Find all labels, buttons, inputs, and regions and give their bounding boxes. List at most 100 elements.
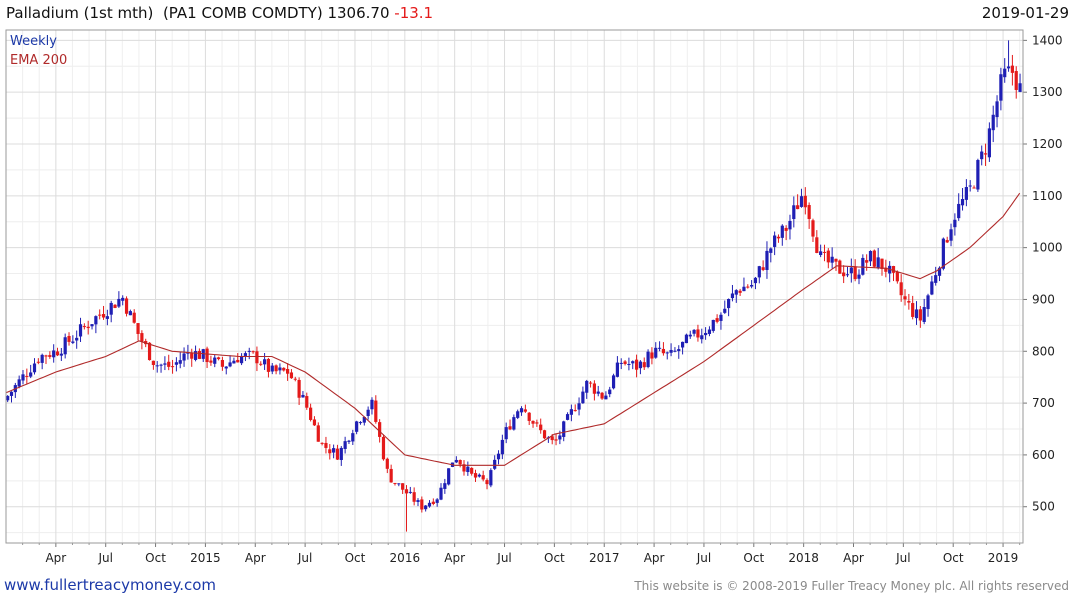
candle-down [945,240,949,243]
candle-down [147,342,152,361]
candle-up [861,257,865,275]
x-tick-label: Oct [345,551,366,565]
candle-up [581,391,585,404]
candle-up [596,391,600,394]
candle-down [508,426,512,430]
candle-down [255,351,259,364]
candle-down [316,425,320,442]
candle-down [266,358,271,372]
candle-down [190,352,194,359]
candle-down [470,467,474,474]
instrument-ticker: (PA1 COMB COMDTY) [162,4,323,22]
candle-up [105,316,109,319]
candle-up [408,491,412,493]
candle-up [362,417,366,423]
candle-up [159,364,163,366]
candle-down [140,333,144,342]
candle-up [447,468,451,485]
candle-down [803,195,807,208]
candle-down [151,360,155,365]
x-tick-label: 2016 [390,551,421,565]
candle-down [834,258,838,262]
candle-down [335,448,340,460]
candle-down [1010,65,1014,73]
candle-up [830,256,834,263]
candle-up [684,334,689,344]
candle-down [205,348,209,363]
candle-up [347,440,351,442]
candle-down [297,379,301,398]
candle-down [918,309,922,321]
x-tick-label: Apr [245,551,266,565]
candle-up [121,297,125,301]
candle-up [59,353,63,356]
candle-down [884,267,888,272]
candle-up [654,347,658,358]
candle-up [29,372,33,377]
candle-down [458,460,462,465]
candle-up [232,360,236,364]
candle-up [669,349,673,353]
y-tick-label: 600 [1032,448,1055,462]
candle-up [857,274,861,279]
candle-up [262,359,267,365]
candle-up [680,341,685,348]
candle-down [822,251,827,253]
candle-down [539,424,543,431]
candle-up [922,307,926,322]
candle-up [569,409,573,415]
x-tick-label: Apr [843,551,864,565]
candle-down [535,422,539,424]
candle-up [163,363,167,365]
candle-down [170,366,175,368]
candle-up [677,349,681,352]
candle-up [416,500,420,502]
candle-down [44,355,48,357]
candle-down [826,250,830,263]
candle-down [381,436,386,460]
candle-down [650,352,654,359]
candle-up [999,74,1003,101]
candle-down [899,282,903,296]
candle-down [113,304,117,308]
candle-up [339,447,343,460]
candle-down [55,351,60,356]
candle-up [1018,83,1022,92]
candle-up [960,199,965,206]
candle-up [117,298,121,307]
candle-down [907,300,911,303]
candle-down [761,267,765,270]
candle-up [562,421,566,437]
y-tick-label: 1000 [1032,241,1063,255]
x-tick-label: Jul [297,551,312,565]
candle-up [193,351,198,360]
candle-up [769,248,773,253]
candle-up [673,350,677,352]
y-tick-label: 1200 [1032,137,1063,151]
x-tick-label: Oct [943,551,964,565]
site-link[interactable]: www.fullertreacymoney.com [4,576,217,594]
legend-ema: EMA 200 [10,53,67,68]
candle-up [995,101,999,118]
candle-up [213,357,217,364]
candle-down [220,359,225,367]
candle-up [757,266,761,278]
candle-down [378,422,382,437]
candle-up [692,329,696,334]
x-tick-label: Oct [743,551,764,565]
y-tick-label: 500 [1032,500,1055,514]
candle-down [25,375,29,377]
candle-down [880,258,884,270]
candle-down [983,153,988,155]
candle-up [443,483,447,489]
candle-down [481,475,485,480]
candle-up [500,439,504,455]
candle-down [312,419,317,426]
candle-down [738,290,742,293]
candle-up [439,487,443,500]
candle-up [182,353,186,361]
candle-up [75,337,79,341]
candle-up [435,499,439,503]
candle-down [807,205,811,219]
candle-up [466,466,470,473]
